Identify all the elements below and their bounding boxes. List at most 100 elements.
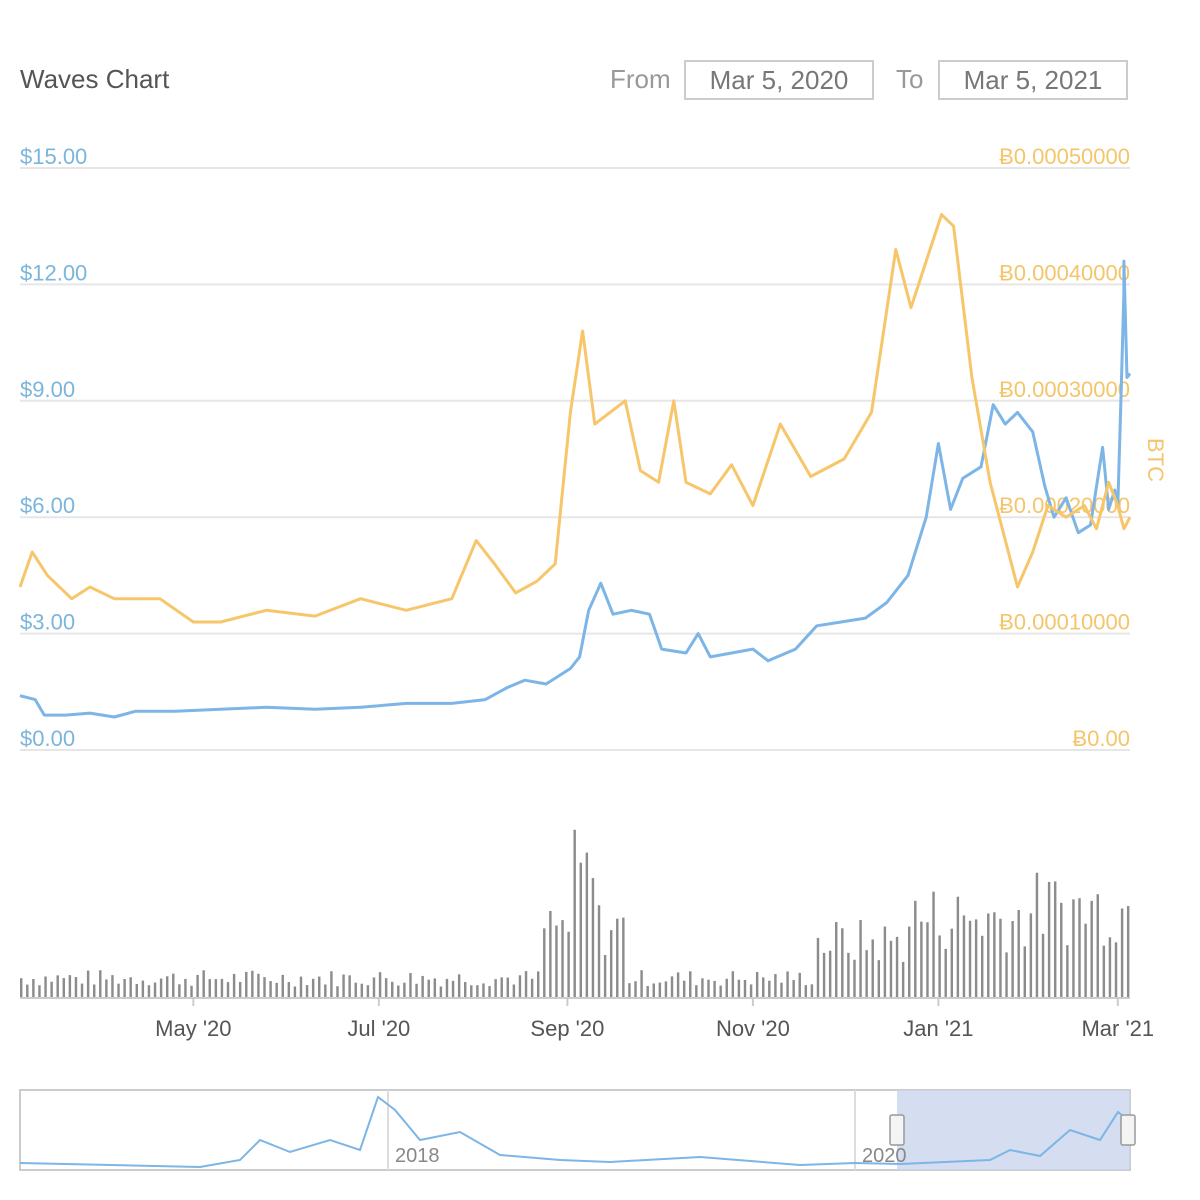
- volume-bar: [804, 985, 808, 998]
- volume-bar: [482, 983, 485, 998]
- navigator-line: [19, 1095, 1129, 1169]
- volume-bar: [1060, 902, 1063, 998]
- volume-bar: [153, 982, 157, 998]
- volume-bar: [603, 955, 607, 998]
- volume-bar: [920, 921, 923, 998]
- volume-bar: [226, 982, 230, 998]
- volume-bar: [816, 937, 820, 998]
- volume-bar: [889, 940, 893, 998]
- volume-bar: [433, 978, 437, 998]
- volume-bar: [439, 986, 443, 998]
- volume-bar: [32, 979, 35, 998]
- volume-bar: [56, 975, 59, 998]
- volume-bar: [1078, 898, 1081, 998]
- volume-bar: [518, 975, 522, 998]
- volume-bar: [719, 985, 722, 998]
- volume-bar: [178, 984, 181, 998]
- volume-bar: [311, 978, 315, 998]
- volume-bar: [914, 900, 917, 998]
- volume-bar: [129, 977, 132, 998]
- volume-bar: [147, 985, 151, 998]
- volume-bar: [123, 978, 126, 998]
- volume-bar: [427, 979, 430, 998]
- volume-bar: [573, 829, 576, 998]
- chart-title: Waves Chart: [20, 64, 170, 94]
- volume-bar: [579, 862, 582, 998]
- volume-bar: [634, 981, 637, 998]
- volume-bar: [50, 981, 53, 998]
- volume-bar: [962, 915, 966, 998]
- volume-bar: [609, 930, 613, 998]
- y-right-tick-label: Ƀ0.00: [1073, 726, 1131, 751]
- volume-bar: [737, 979, 741, 998]
- volume-bar: [494, 979, 497, 998]
- x-tick-label: May '20: [155, 1016, 231, 1041]
- volume-bar: [251, 970, 254, 998]
- volume-bar: [135, 983, 138, 998]
- volume-bar: [80, 983, 84, 998]
- volume-bar: [299, 976, 303, 998]
- volume-bar: [950, 928, 954, 998]
- volume-bar: [378, 972, 382, 998]
- volume-bar: [622, 917, 625, 998]
- x-tick-label: Mar '21: [1081, 1016, 1154, 1041]
- volume-bar: [658, 982, 662, 998]
- volume-bar: [506, 977, 510, 998]
- volume-bar: [354, 982, 357, 998]
- volume-bar: [1017, 910, 1020, 998]
- volume-bar: [926, 922, 929, 998]
- volume-bar: [1035, 872, 1039, 998]
- volume-bar: [1023, 946, 1026, 998]
- volume-bar: [561, 920, 564, 998]
- volume-bar: [774, 974, 777, 998]
- volume-bar: [956, 896, 960, 998]
- volume-bar: [366, 985, 370, 998]
- y-left-tick-label: $3.00: [20, 610, 75, 635]
- volume-bar: [348, 975, 351, 998]
- volume-bar: [652, 983, 655, 998]
- volume-bar: [1090, 900, 1093, 998]
- volume-bar: [968, 920, 972, 998]
- volume-bar: [1096, 894, 1099, 998]
- volume-bar: [536, 971, 540, 998]
- volume-bar: [835, 922, 838, 998]
- y-left-tick-label: $9.00: [20, 377, 75, 402]
- volume-bar: [208, 979, 211, 998]
- from-date-input[interactable]: Mar 5, 2020: [684, 60, 874, 100]
- volume-bar: [908, 926, 911, 998]
- volume-bar: [415, 983, 418, 998]
- from-label: From: [610, 64, 671, 94]
- volume-bar: [549, 910, 552, 998]
- volume-bar: [828, 950, 832, 998]
- volume-bar: [871, 939, 874, 998]
- volume-bar: [792, 980, 795, 998]
- volume-bar: [1053, 881, 1057, 998]
- volume-bar: [305, 985, 309, 998]
- y-left-tick-label: $15.00: [20, 144, 87, 169]
- volume-bar: [214, 979, 218, 998]
- volume-bar: [1066, 945, 1069, 998]
- volume-bar: [810, 984, 814, 998]
- y-left-tick-label: $12.00: [20, 260, 87, 285]
- volume-bar: [731, 971, 735, 998]
- volume-bar: [232, 973, 236, 998]
- volume-bar: [1120, 908, 1124, 998]
- navigator-handle[interactable]: [1120, 1114, 1136, 1146]
- y-right-tick-label: Ƀ0.00050000: [999, 144, 1130, 169]
- volume-bar: [500, 977, 503, 998]
- volume-bar: [184, 978, 187, 998]
- volume-bar: [275, 982, 278, 998]
- volume-bar: [384, 978, 388, 998]
- volume-bar: [853, 959, 856, 998]
- volume-bar: [1084, 923, 1087, 998]
- volume-bar: [1114, 942, 1118, 998]
- to-date-input[interactable]: Mar 5, 2021: [938, 60, 1128, 100]
- volume-bar: [682, 980, 686, 998]
- volume-bar: [585, 852, 589, 998]
- series-line-usd: [19, 259, 1132, 719]
- volume-bar: [159, 978, 163, 998]
- navigator-handle[interactable]: [889, 1114, 905, 1146]
- volume-bar: [397, 985, 400, 998]
- volume-bar: [336, 986, 339, 998]
